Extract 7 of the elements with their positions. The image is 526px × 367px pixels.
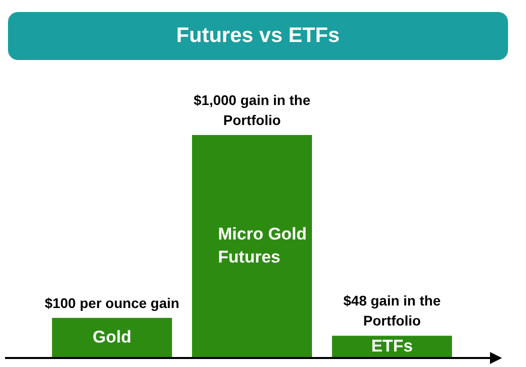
chart-title: Futures vs ETFs xyxy=(8,12,508,60)
x-tick-label: ETFs xyxy=(371,336,413,356)
x-tick-label: Gold xyxy=(92,328,132,347)
annotation: $100 per ounce gain xyxy=(44,294,180,311)
annotation: $1,000 gain in the Portfolio xyxy=(194,92,311,128)
x-tick-label: Micro Gold Futures xyxy=(218,224,307,267)
annotation: $48 gain in the Portfolio xyxy=(343,292,441,329)
